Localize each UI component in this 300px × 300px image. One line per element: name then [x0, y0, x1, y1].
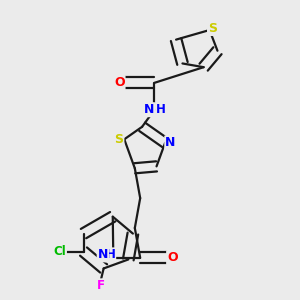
Text: O: O	[167, 251, 178, 264]
Text: S: S	[114, 133, 123, 146]
Text: F: F	[97, 279, 105, 292]
Text: N: N	[98, 248, 108, 261]
Text: N: N	[144, 103, 154, 116]
Text: H: H	[105, 248, 115, 261]
Text: Cl: Cl	[53, 245, 66, 258]
Text: O: O	[114, 76, 124, 89]
Text: H: H	[156, 103, 166, 116]
Text: S: S	[208, 22, 217, 35]
Text: N: N	[165, 136, 176, 149]
